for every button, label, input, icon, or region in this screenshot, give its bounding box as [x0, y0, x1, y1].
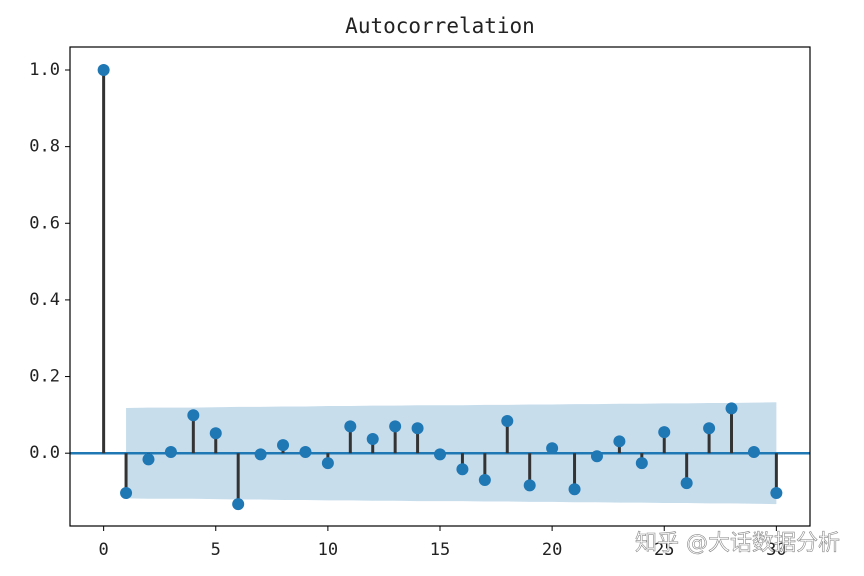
marker	[120, 487, 133, 500]
x-tick-label: 20	[542, 540, 562, 560]
marker	[747, 446, 760, 459]
marker	[209, 427, 222, 440]
marker	[456, 463, 469, 476]
marker	[613, 435, 626, 448]
marker	[703, 422, 716, 435]
marker	[232, 498, 245, 511]
marker	[187, 409, 200, 422]
y-tick-label: 0.2	[29, 367, 60, 387]
marker	[142, 453, 155, 466]
chart-title: Autocorrelation	[345, 14, 535, 38]
marker	[725, 402, 738, 415]
y-tick-label: 0.4	[29, 290, 60, 310]
y-tick-label: 0.6	[29, 213, 60, 233]
marker	[478, 474, 491, 487]
marker	[299, 446, 312, 459]
marker	[523, 479, 536, 492]
marker	[411, 422, 424, 435]
marker	[501, 415, 514, 428]
marker	[344, 420, 357, 433]
x-tick-label: 0	[99, 540, 109, 560]
axes-frame	[69, 46, 811, 527]
marker	[546, 442, 559, 455]
marker	[321, 457, 334, 470]
marker	[389, 420, 402, 433]
marker	[97, 63, 110, 76]
y-tick-label: 0.0	[29, 443, 60, 463]
x-tick-label: 10	[318, 540, 338, 560]
marker	[277, 439, 290, 452]
marker	[590, 450, 603, 463]
y-tick-label: 0.8	[29, 137, 60, 157]
x-tick-label: 15	[430, 540, 450, 560]
y-tick-label: 1.0	[29, 60, 60, 80]
marker	[254, 448, 267, 461]
watermark: 知乎 @大话数据分析	[635, 531, 840, 556]
x-tick-label: 30	[766, 540, 786, 560]
x-tick-label: 5	[211, 540, 221, 560]
marker	[680, 477, 693, 490]
marker	[770, 487, 783, 500]
marker	[635, 457, 648, 470]
marker	[568, 483, 581, 496]
marker	[366, 433, 379, 446]
marker	[164, 446, 177, 459]
marker	[658, 426, 671, 439]
x-tick-label: 25	[654, 540, 674, 560]
marker	[434, 448, 446, 461]
